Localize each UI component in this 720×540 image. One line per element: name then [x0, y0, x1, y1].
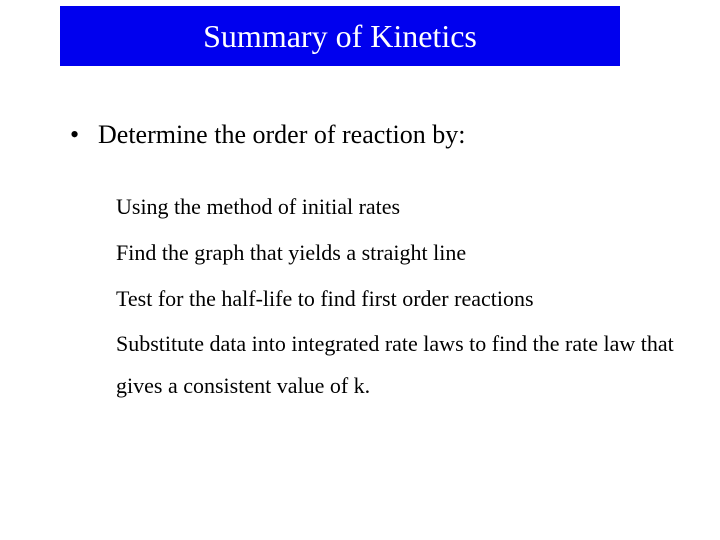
- sub-list: Using the method of initial rates Find t…: [116, 186, 680, 407]
- bullet-marker: •: [70, 120, 98, 150]
- sub-item: Using the method of initial rates: [116, 186, 680, 228]
- slide-content: • Determine the order of reaction by: Us…: [70, 120, 680, 411]
- sub-item: Find the graph that yields a straight li…: [116, 232, 680, 274]
- bullet-item: • Determine the order of reaction by:: [70, 120, 680, 150]
- slide-title: Summary of Kinetics: [203, 18, 477, 55]
- title-bar: Summary of Kinetics: [60, 6, 620, 66]
- sub-item: Test for the half-life to find first ord…: [116, 278, 680, 320]
- sub-item: Substitute data into integrated rate law…: [116, 323, 680, 407]
- bullet-text: Determine the order of reaction by:: [98, 120, 465, 150]
